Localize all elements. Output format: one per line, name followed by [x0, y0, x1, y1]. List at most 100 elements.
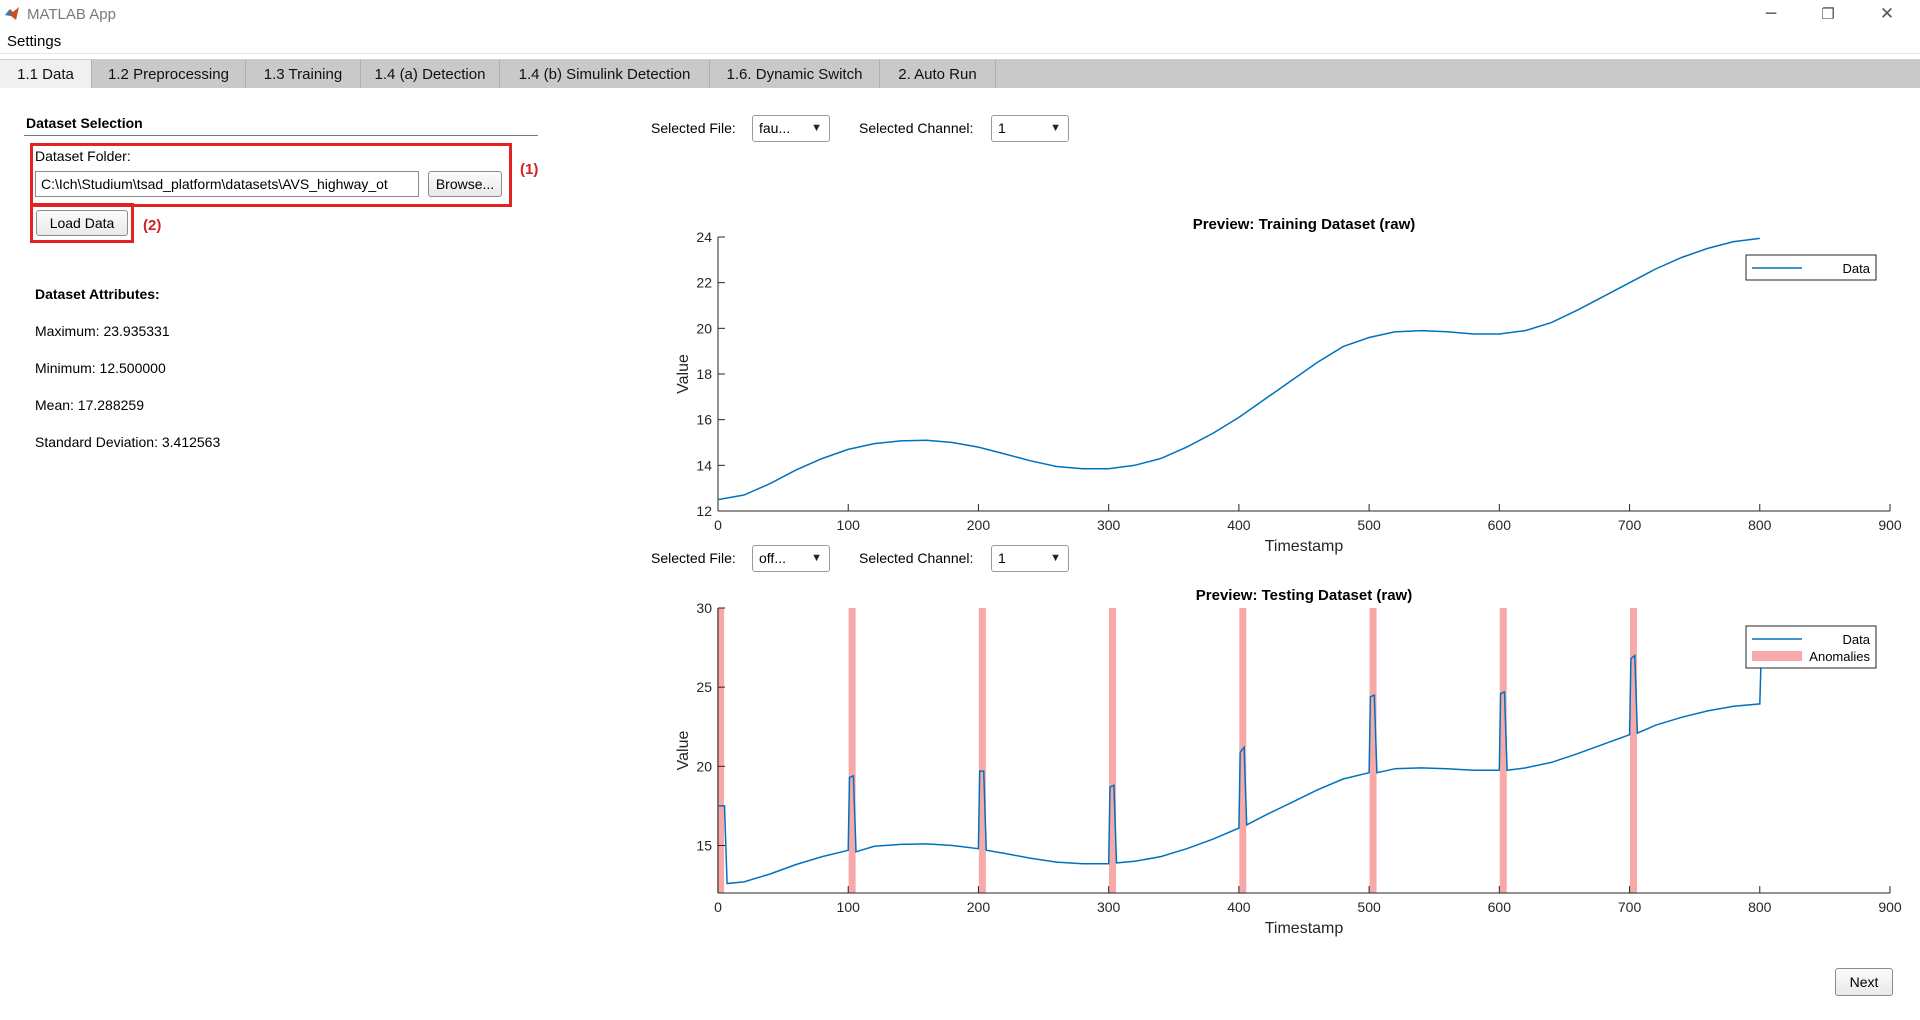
y-tick-label: 16 — [696, 412, 712, 428]
window-title: MATLAB App — [27, 6, 116, 23]
x-tick-label: 900 — [1878, 517, 1902, 533]
tab-training[interactable]: 1.3 Training — [246, 60, 361, 89]
tab-preprocessing[interactable]: 1.2 Preprocessing — [92, 60, 246, 89]
x-tick-label: 600 — [1488, 899, 1512, 915]
x-tick-label: 200 — [967, 899, 991, 915]
x-tick-label: 700 — [1618, 899, 1642, 915]
x-axis-label: Timestamp — [1265, 538, 1344, 555]
data-series-line — [717, 237, 1760, 501]
testing-chart: 0 100 200 300 400 500 600 700 800 900 15 20 25 30 Prev… — [675, 587, 1902, 937]
y-tick-label: 30 — [696, 600, 712, 616]
mean-value: Mean: 17.288259 — [35, 397, 144, 413]
annotation-label-2: (2) — [143, 217, 162, 234]
anomaly-band — [848, 608, 856, 893]
x-tick-label: 0 — [714, 899, 722, 915]
tab-auto-run[interactable]: 2. Auto Run — [880, 60, 996, 89]
matlab-logo-icon — [5, 7, 19, 20]
x-tick-label: 400 — [1227, 899, 1251, 915]
minimize-button[interactable]: ─ — [1765, 4, 1777, 24]
dataset-selection-heading: Dataset Selection — [26, 115, 143, 131]
dataset-folder-input[interactable]: C:\Ich\Studium\tsad_platform\datasets\AV… — [35, 171, 419, 197]
tab-bar: 1.1 Data 1.2 Preprocessing 1.3 Training … — [0, 59, 1920, 89]
y-tick-label: 20 — [696, 320, 712, 336]
x-axis-label: Timestamp — [1265, 920, 1344, 937]
dataset-attributes-heading: Dataset Attributes: — [35, 286, 160, 302]
training-file-value: fau... — [759, 120, 791, 136]
maximum-value: Maximum: 23.935331 — [35, 323, 170, 339]
training-channel-dropdown[interactable]: 1 ▼ — [991, 115, 1069, 142]
y-tick-label: 24 — [696, 229, 712, 245]
testing-channel-label: Selected Channel: — [859, 550, 974, 566]
menu-bar: Settings — [0, 29, 1920, 54]
title-bar: MATLAB App ─ ❐ ✕ — [0, 0, 1920, 29]
x-tick-label: 600 — [1488, 517, 1512, 533]
chart-title: Preview: Training Dataset (raw) — [1193, 216, 1416, 233]
chart-title: Preview: Testing Dataset (raw) — [1196, 587, 1412, 604]
legend-entry: Anomalies — [1809, 649, 1870, 664]
training-chart: 0 100 200 300 400 500 600 700 800 900 12 14 16 18 20 22… — [675, 216, 1902, 555]
close-button[interactable]: ✕ — [1879, 4, 1895, 24]
y-tick-label: 18 — [696, 366, 712, 382]
annotation-box-1 — [30, 143, 512, 207]
x-tick-label: 900 — [1878, 899, 1902, 915]
testing-file-value: off... — [759, 550, 786, 566]
y-tick-label: 12 — [696, 503, 712, 519]
tab-data[interactable]: 1.1 Data — [0, 60, 92, 89]
browse-button[interactable]: Browse... — [428, 171, 502, 197]
testing-channel-value: 1 — [998, 550, 1006, 566]
load-data-button[interactable]: Load Data — [36, 210, 128, 236]
y-axis-label: Value — [675, 731, 692, 771]
tab-dynamic-switch[interactable]: 1.6. Dynamic Switch — [710, 60, 880, 89]
x-tick-label: 0 — [714, 517, 722, 533]
tab-detection[interactable]: 1.4 (a) Detection — [361, 60, 500, 89]
dataset-folder-label: Dataset Folder: — [35, 148, 131, 164]
training-file-label: Selected File: — [651, 120, 736, 136]
legend-swatch-anomalies — [1752, 651, 1802, 661]
anomaly-band — [717, 608, 725, 893]
minimum-value: Minimum: 12.500000 — [35, 360, 166, 376]
legend-entry: Data — [1843, 632, 1871, 647]
restore-button[interactable]: ❐ — [1821, 5, 1835, 23]
x-tick-label: 100 — [837, 899, 861, 915]
tab-simulink-detection[interactable]: 1.4 (b) Simulink Detection — [500, 60, 710, 89]
x-tick-label: 700 — [1618, 517, 1642, 533]
training-file-dropdown[interactable]: fau... ▼ — [752, 115, 830, 142]
training-channel-label: Selected Channel: — [859, 120, 974, 136]
training-channel-value: 1 — [998, 120, 1006, 136]
legend-entry: Data — [1843, 261, 1871, 276]
x-tick-label: 500 — [1357, 517, 1381, 533]
y-tick-label: 20 — [696, 758, 712, 774]
menu-settings[interactable]: Settings — [7, 33, 62, 50]
y-tick-label: 15 — [696, 838, 712, 854]
annotation-label-1: (1) — [520, 161, 539, 178]
y-tick-label: 25 — [696, 679, 712, 695]
x-tick-label: 300 — [1097, 899, 1121, 915]
chevron-down-icon: ▼ — [811, 552, 822, 564]
data-tab-panel: Dataset Selection (1) Dataset Folder: C:… — [0, 88, 1920, 1020]
anomaly-band — [1499, 608, 1507, 893]
anomaly-band — [978, 608, 986, 893]
chevron-down-icon: ▼ — [811, 122, 822, 134]
x-tick-label: 100 — [837, 517, 861, 533]
standard-deviation-value: Standard Deviation: 3.412563 — [35, 434, 221, 450]
testing-channel-dropdown[interactable]: 1 ▼ — [991, 545, 1069, 572]
x-tick-label: 200 — [967, 517, 991, 533]
testing-file-label: Selected File: — [651, 550, 736, 566]
anomaly-band — [1109, 608, 1117, 893]
x-tick-label: 400 — [1227, 517, 1251, 533]
y-tick-label: 14 — [696, 457, 712, 473]
y-axis-label: Value — [675, 354, 692, 394]
next-button[interactable]: Next — [1835, 968, 1893, 996]
x-tick-label: 500 — [1357, 899, 1381, 915]
x-tick-label: 300 — [1097, 517, 1121, 533]
y-tick-label: 22 — [696, 275, 712, 291]
chevron-down-icon: ▼ — [1050, 552, 1061, 564]
x-tick-label: 800 — [1748, 899, 1772, 915]
anomaly-band — [1369, 608, 1377, 893]
testing-file-dropdown[interactable]: off... ▼ — [752, 545, 830, 572]
data-series-line — [718, 653, 1762, 885]
annotation-box-2 — [30, 203, 134, 243]
anomaly-band — [1239, 608, 1247, 893]
chevron-down-icon: ▼ — [1050, 122, 1061, 134]
x-tick-label: 800 — [1748, 517, 1772, 533]
